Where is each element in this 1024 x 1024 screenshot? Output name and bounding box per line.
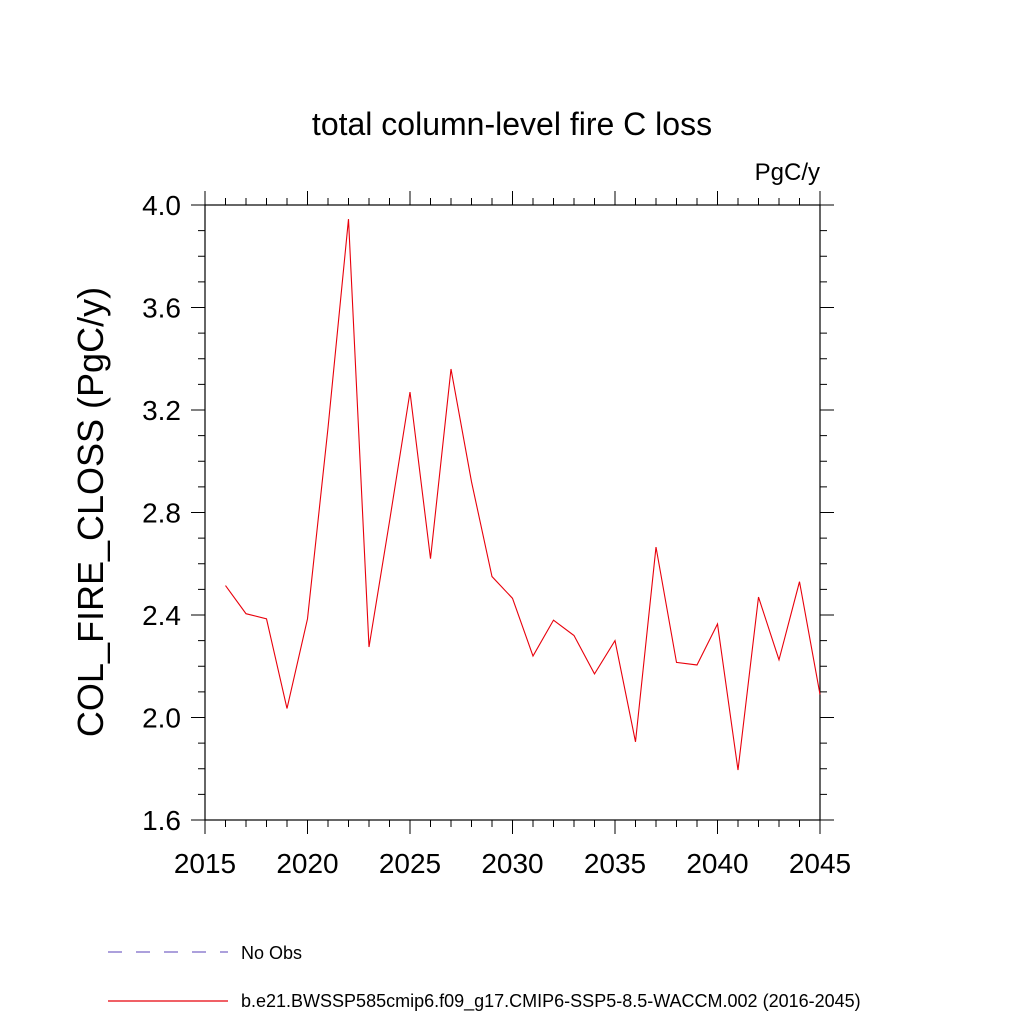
y-tick-label: 2.0 (142, 703, 181, 734)
y-tick-label: 3.2 (142, 395, 181, 426)
series-line-0 (225, 219, 821, 771)
legend: No Obs b.e21.BWSSP585cmip6.f09_g17.CMIP6… (108, 943, 861, 1012)
x-tick-label: 2035 (584, 848, 646, 879)
chart-title: total column-level fire C loss (312, 106, 712, 142)
x-tick-label: 2020 (276, 848, 338, 879)
tick-labels: 2015 2020 2025 2030 2035 2040 2045 1.6 2.0 2.4 2.8… (142, 190, 851, 879)
y-tick-label: 2.4 (142, 600, 181, 631)
series-layer (225, 219, 821, 771)
y-tick-label: 3.6 (142, 293, 181, 324)
x-tick-label: 2025 (379, 848, 441, 879)
y-tick-label: 4.0 (142, 190, 181, 221)
legend-label-no-obs: No Obs (241, 943, 302, 963)
y-tick-label: 2.8 (142, 498, 181, 529)
axis-ticks (191, 191, 834, 834)
y-axis-label: COL_FIRE_CLOSS (PgC/y) (70, 287, 111, 737)
y-tick-label: 1.6 (142, 805, 181, 836)
x-tick-label: 2030 (481, 848, 543, 879)
plot-frame (204, 204, 821, 821)
legend-label-model: b.e21.BWSSP585cmip6.f09_g17.CMIP6-SSP5-8… (241, 991, 861, 1012)
x-tick-label: 2015 (174, 848, 236, 879)
x-tick-label: 2045 (789, 848, 851, 879)
units-label: PgC/y (755, 159, 820, 186)
x-tick-label: 2040 (686, 848, 748, 879)
